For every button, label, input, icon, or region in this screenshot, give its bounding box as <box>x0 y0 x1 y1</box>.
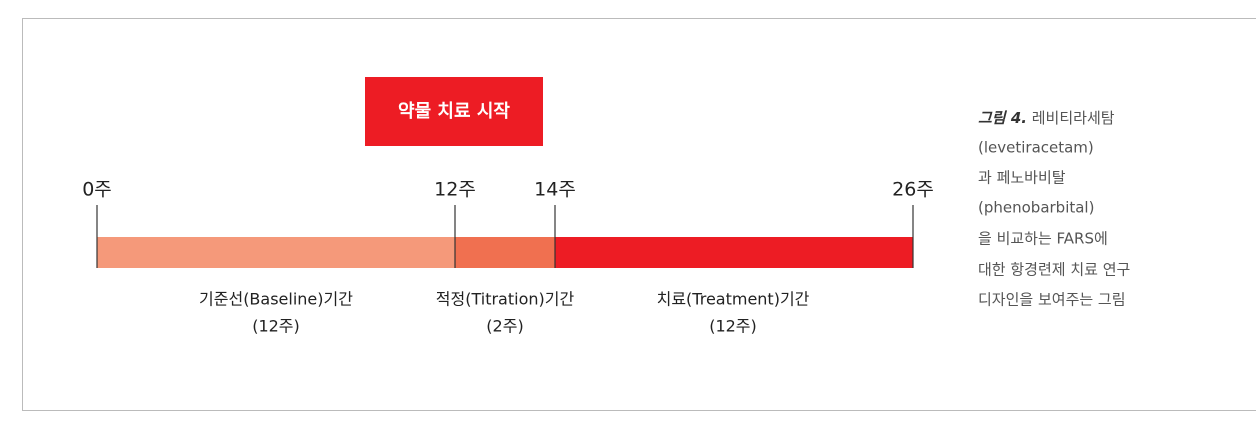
caption-label: 그림 4. <box>978 109 1027 127</box>
caption-line: (levetiracetam) <box>978 139 1094 157</box>
tick-label: 26주 <box>892 179 934 201</box>
phase-name: 치료(Treatment)기간 <box>657 290 810 309</box>
caption-line: 그림 4. 레비티라세탐 <box>978 109 1115 127</box>
phase-duration: (12주) <box>709 317 757 336</box>
treatment-bar <box>555 237 913 268</box>
start-label: 약물 치료 시작 <box>398 100 510 122</box>
caption-line: 대한 항경련제 치료 연구 <box>978 261 1130 279</box>
caption-text: 레비티라세탐 <box>1032 109 1115 127</box>
tick-label: 0주 <box>82 179 112 201</box>
caption-line: 디자인을 보여주는 그림 <box>978 291 1126 309</box>
baseline-bar <box>97 237 455 268</box>
phase-duration: (12주) <box>252 317 300 336</box>
phase-name: 기준선(Baseline)기간 <box>199 290 353 309</box>
phase-name: 적정(Titration)기간 <box>436 290 575 309</box>
titration-bar <box>455 237 555 268</box>
tick-label: 14주 <box>534 179 576 201</box>
caption-line: 과 페노바비탈 <box>978 169 1066 187</box>
tick-label: 12주 <box>434 179 476 201</box>
phase-duration: (2주) <box>486 317 523 336</box>
caption-line: (phenobarbital) <box>978 199 1094 217</box>
caption-line: 을 비교하는 FARS에 <box>978 230 1108 248</box>
